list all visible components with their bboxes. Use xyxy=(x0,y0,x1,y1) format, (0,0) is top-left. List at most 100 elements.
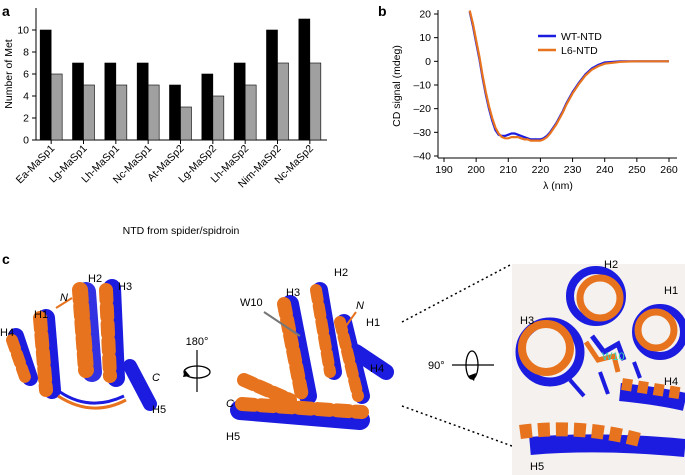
label-h4: H4 xyxy=(370,363,384,375)
helix-h4-l6 xyxy=(621,378,685,400)
rotation-arrow xyxy=(183,365,211,379)
helix-h1-ring-l6 xyxy=(634,308,678,352)
y-tick-label: –20 xyxy=(413,103,431,115)
label-h5: H5 xyxy=(530,461,544,473)
y-tick-label: –30 xyxy=(413,127,431,139)
coil-bottom xyxy=(59,390,125,405)
bar-series-1 xyxy=(266,29,278,141)
label-c: C xyxy=(152,372,160,384)
w10-pointer xyxy=(263,311,301,337)
structure-left: N H1 H2 H3 H4 C H5 xyxy=(0,273,166,416)
bar-series-2 xyxy=(277,62,289,141)
y-tick-label: 2 xyxy=(23,113,29,125)
x-tick-label: 190 xyxy=(435,164,453,176)
legend-label: L6-NTD xyxy=(561,45,598,57)
bar-series-2 xyxy=(50,73,63,141)
y-tick-label: 4 xyxy=(23,91,29,103)
helix-h3-l6 xyxy=(99,283,117,383)
helix-h5-wt xyxy=(123,359,157,411)
y-tick-label: 10 xyxy=(17,25,29,37)
rotation-90-symbol: 90° xyxy=(428,350,494,381)
y-tick-label: 20 xyxy=(419,9,431,21)
x-axis-label: λ (nm) xyxy=(543,180,573,192)
y-axis-label: CD signal (mdeg) xyxy=(391,45,403,127)
bar-series-1 xyxy=(104,62,117,141)
rotation-180-symbol: 180° xyxy=(183,336,211,392)
helix-h1-l6 xyxy=(334,316,364,402)
helix-h5-wt xyxy=(529,434,685,457)
helix-lower-left xyxy=(237,373,297,407)
w10-sidechain-l6 xyxy=(583,340,621,373)
panel-label-b: b xyxy=(378,3,387,19)
bar-series-2 xyxy=(147,84,160,141)
helix-h2-ring-l6 xyxy=(576,274,624,322)
y-tick-label: 8 xyxy=(23,47,29,59)
rotation-180-label: 180° xyxy=(186,336,209,348)
label-h2: H2 xyxy=(334,267,348,279)
label-n: N xyxy=(60,292,68,304)
bar-series-1 xyxy=(72,62,84,141)
bar-series-2 xyxy=(180,106,192,141)
label-h5: H5 xyxy=(152,404,166,416)
helix-h4-wt xyxy=(348,344,394,380)
y-axis-label: Number of Met xyxy=(3,39,15,109)
zoom-line-bottom xyxy=(401,405,513,447)
bar-series-2 xyxy=(83,84,95,141)
legend-label: WT-NTD xyxy=(561,31,602,43)
bar-series-1 xyxy=(298,18,311,141)
label-h3: H3 xyxy=(520,315,534,327)
bar-series-2 xyxy=(212,95,225,141)
helix-h4-l6 xyxy=(6,334,32,386)
label-h2: H2 xyxy=(604,259,618,271)
helix-h1-l6 xyxy=(33,311,53,397)
label-h1: H1 xyxy=(34,309,48,321)
structure-zoom: H2 H1 H3 W10 H4 H5 xyxy=(512,259,685,475)
helix-h2-l6 xyxy=(310,284,336,378)
label-h4: H4 xyxy=(664,376,678,388)
label-w10: W10 xyxy=(602,351,625,363)
helix-h3-l6 xyxy=(277,297,309,403)
bar-series-2 xyxy=(244,84,257,141)
series-line-l6-ntd xyxy=(468,10,669,142)
n-terminus-line xyxy=(55,297,73,309)
label-h3: H3 xyxy=(118,281,132,293)
helix-h2-l6 xyxy=(72,282,94,378)
rotation-arrowhead xyxy=(183,370,190,377)
label-h2: H2 xyxy=(88,273,102,285)
x-axis-label: NTD from spider/spidroin xyxy=(123,225,240,237)
bar-series-1 xyxy=(233,62,246,141)
structure-middle: W10 H2 H3 N H1 H4 C H5 xyxy=(226,267,394,443)
bar-series-1 xyxy=(39,29,52,141)
structure-panel: N H1 H2 H3 H4 C H5 180° xyxy=(0,259,685,475)
label-c: C xyxy=(226,398,234,410)
y-tick-label: 0 xyxy=(23,135,29,147)
x-tick-label: 240 xyxy=(596,164,614,176)
bar-series-1 xyxy=(169,84,181,141)
label-n: N xyxy=(356,300,364,312)
label-h3: H3 xyxy=(286,287,300,299)
n-terminus-line xyxy=(345,311,357,327)
line-chart: 20 10 0 –10 –20 –30 –40 190 200 210 220 230 240 250 2… xyxy=(391,9,678,193)
bar-series-1 xyxy=(201,73,214,141)
panel-label-c: c xyxy=(2,251,10,267)
residue-sticks xyxy=(568,361,642,398)
helix-h4-wt xyxy=(619,383,685,411)
y-tick-label: –40 xyxy=(413,151,431,163)
zoom-line-top xyxy=(401,263,513,323)
rotation-90-label: 90° xyxy=(428,360,445,372)
x-tick-label: 220 xyxy=(532,164,550,176)
bar-series-2 xyxy=(115,84,128,141)
x-tick-label: 230 xyxy=(564,164,582,176)
label-h4: H4 xyxy=(0,327,14,339)
bar-series-2 xyxy=(309,62,322,141)
helix-h5-l6 xyxy=(235,397,369,419)
x-tick-label: 250 xyxy=(628,164,646,176)
rotation-arrowhead xyxy=(468,373,476,381)
helix-h3-ring-l6 xyxy=(518,320,574,376)
y-tick-label: 0 xyxy=(425,56,431,68)
label-h1: H1 xyxy=(664,285,678,297)
bar-series-1 xyxy=(136,62,149,141)
label-h5: H5 xyxy=(226,431,240,443)
